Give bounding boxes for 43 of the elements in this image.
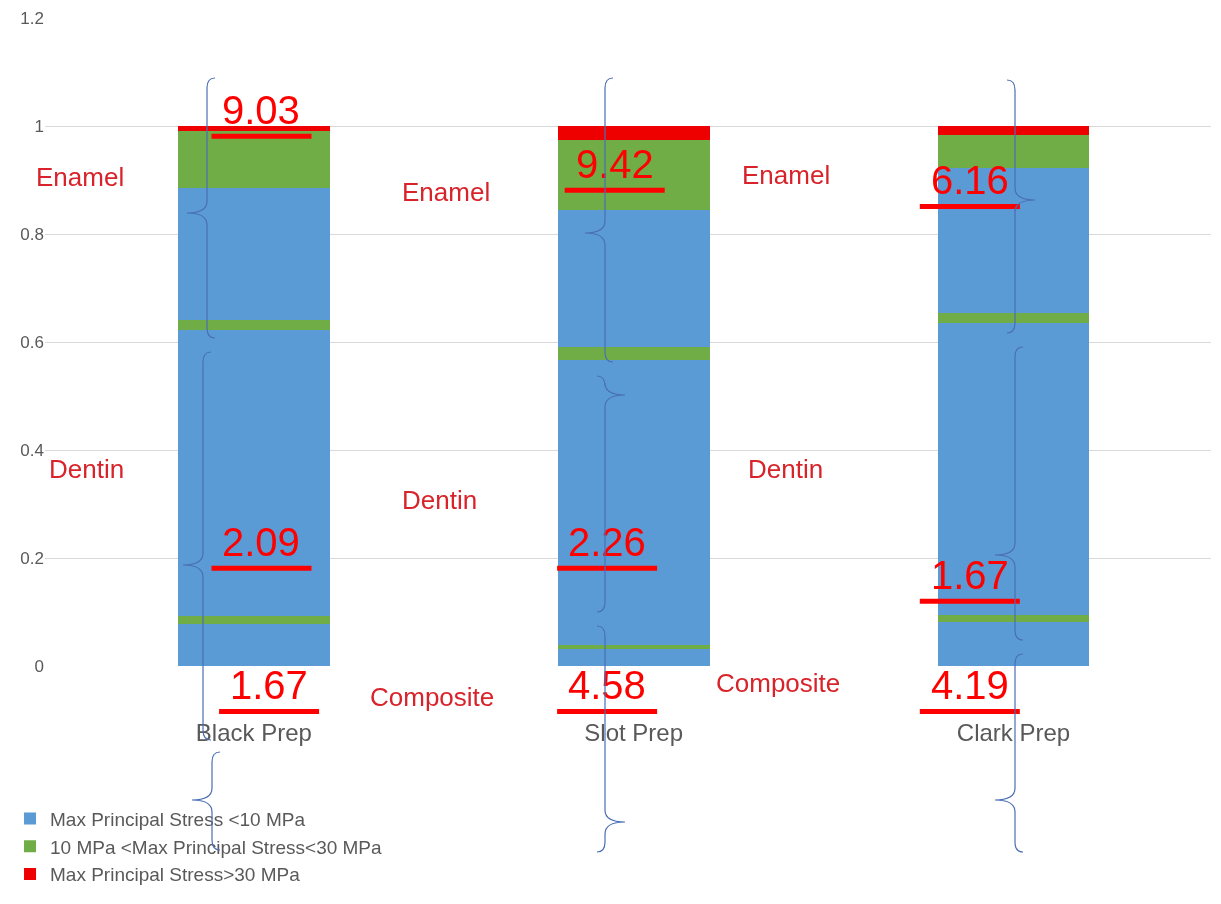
annotation: 9.03 bbox=[222, 88, 300, 132]
bar bbox=[177, 330, 330, 617]
y-tick-label: 0 bbox=[34, 656, 44, 676]
bar bbox=[557, 360, 710, 645]
bar bbox=[937, 614, 1090, 623]
annotation: Dentin bbox=[49, 454, 125, 484]
annotation: Dentin bbox=[748, 454, 824, 484]
annotation: 2.09 bbox=[222, 520, 300, 564]
legend-label: Max Principal Stress>30 MPa bbox=[50, 864, 301, 886]
bar bbox=[557, 210, 710, 348]
bar bbox=[177, 187, 330, 321]
y-tick-label: 1.2 bbox=[20, 8, 44, 28]
bar bbox=[177, 624, 330, 666]
bar bbox=[557, 644, 710, 649]
y-tick-label: 0.6 bbox=[20, 332, 44, 352]
annotation: Enamel bbox=[402, 177, 491, 207]
bar bbox=[177, 131, 330, 188]
bar bbox=[557, 139, 710, 211]
bar bbox=[937, 126, 1090, 135]
annotation: 9.42 bbox=[576, 142, 654, 186]
annotation: 1.67 bbox=[230, 663, 308, 707]
bar bbox=[937, 622, 1090, 666]
legend-label: 10 MPa <Max Principal Stress<30 MPa bbox=[50, 836, 383, 858]
bar bbox=[557, 126, 710, 140]
text: Composite bbox=[716, 668, 841, 698]
bar bbox=[937, 134, 1090, 168]
bar bbox=[937, 312, 1090, 323]
bar bbox=[177, 320, 330, 331]
text: Composite bbox=[370, 682, 495, 712]
annotation: Dentin bbox=[402, 485, 478, 515]
y-tick-label: 0.4 bbox=[20, 440, 44, 460]
annotation: Enamel bbox=[36, 162, 125, 192]
annotation: Enamel bbox=[742, 160, 831, 190]
bar bbox=[557, 648, 710, 666]
y-tick-label: 1 bbox=[34, 116, 44, 136]
y-tick-label: 0.8 bbox=[20, 224, 44, 244]
bar bbox=[177, 616, 330, 625]
annotation: 2.26 bbox=[568, 520, 646, 564]
x-tick-label: Clark Prep bbox=[956, 719, 1071, 746]
annotation: 4.19 bbox=[931, 663, 1009, 707]
y-tick-label: 0.2 bbox=[20, 548, 44, 568]
annotation: 4.58 bbox=[568, 663, 646, 707]
bar bbox=[557, 347, 710, 361]
